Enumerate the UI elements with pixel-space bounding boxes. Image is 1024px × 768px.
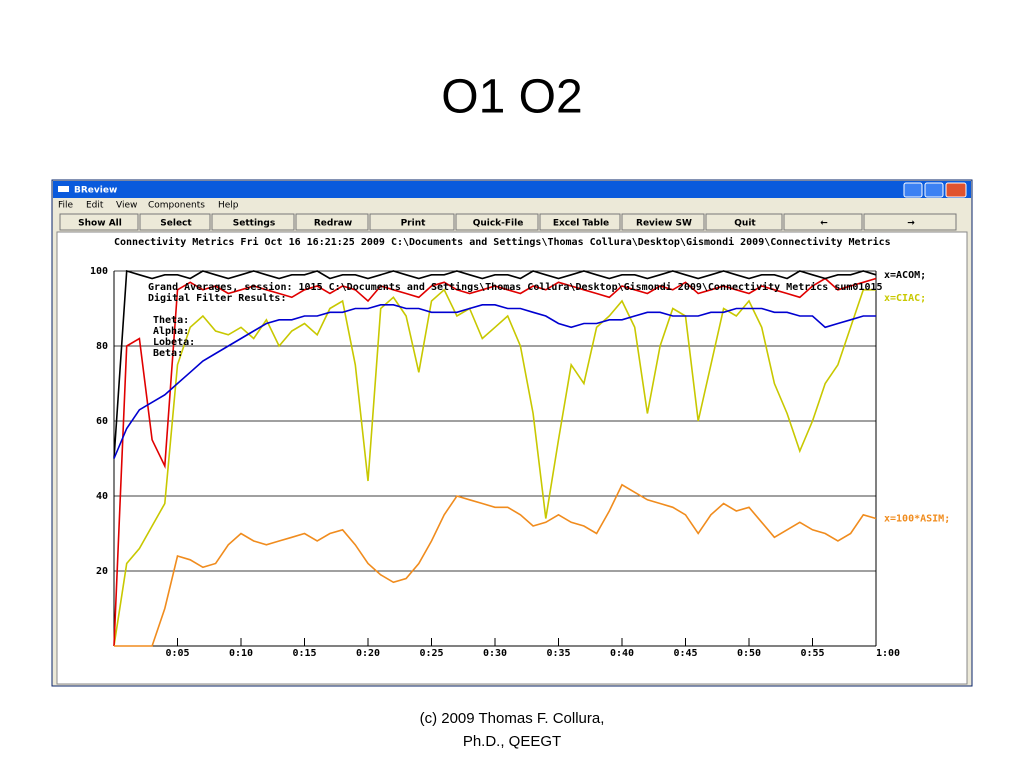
y-tick-label: 100 (90, 266, 108, 277)
x-tick-label: 0:55 (800, 648, 824, 659)
toolbar-button[interactable] (783, 213, 863, 231)
x-tick-label: 0:40 (610, 648, 634, 659)
footer: Ph.D., QEEGT (463, 733, 561, 750)
x-tick-label: 0:15 (292, 648, 316, 659)
series-line (114, 483, 877, 647)
button-label[interactable]: Excel Table (553, 219, 609, 229)
series-line (113, 277, 877, 647)
window-title: BReview (74, 186, 117, 196)
toolbar-button[interactable] (295, 213, 369, 231)
maximize-button[interactable] (924, 182, 944, 198)
y-tick-label: 60 (96, 416, 108, 427)
toolbar-button[interactable] (863, 213, 957, 231)
toolbar-button[interactable] (621, 213, 705, 231)
close-button[interactable] (945, 182, 967, 198)
x-tick-label: 0:50 (737, 648, 761, 659)
band-label: Lobeta: (153, 337, 195, 348)
x-tick-label: 1:00 (876, 648, 900, 659)
series-line (113, 288, 876, 647)
toolbar-button[interactable] (211, 213, 295, 231)
band-label: Alpha: (153, 326, 189, 337)
button-label[interactable]: Review SW (636, 219, 692, 229)
overlay: Grand Averages, session: 1015 C:\Documen… (148, 281, 883, 293)
menu-item[interactable]: Help (218, 201, 239, 211)
button-label[interactable]: Select (160, 219, 192, 229)
footer: (c) 2009 Thomas F. Collura, (420, 710, 605, 727)
y-tick-label: 20 (96, 566, 108, 577)
series-line (113, 304, 876, 459)
y-tick-label: 80 (96, 341, 108, 352)
x-tick-label: 0:30 (483, 648, 507, 659)
button-label[interactable]: Quit (734, 219, 756, 229)
chart: Connectivity Metrics Fri Oct 16 16:21:25… (90, 236, 950, 659)
menu-item[interactable]: Components (148, 201, 205, 211)
toolbar-button[interactable] (369, 213, 455, 231)
legend-label: x=CIAC; (884, 293, 926, 304)
button-label[interactable]: → (907, 219, 915, 229)
series-line (113, 269, 877, 459)
button-label[interactable]: Settings (233, 219, 275, 229)
menu-item[interactable]: Edit (86, 201, 104, 211)
button-label[interactable]: Show All (78, 219, 122, 229)
toolbar-button[interactable] (59, 213, 139, 231)
menu-item[interactable]: View (116, 201, 137, 211)
menu-item[interactable]: File (58, 201, 74, 211)
band-label: Theta: (153, 315, 189, 326)
minimize-button[interactable] (903, 182, 923, 198)
toolbar-button[interactable] (455, 213, 539, 231)
button-label[interactable]: Print (401, 219, 427, 229)
slide-title: O1 O2 (441, 71, 582, 124)
button-label[interactable]: Quick-File (473, 219, 524, 229)
header: Connectivity Metrics Fri Oct 16 16:21:25… (114, 236, 891, 248)
x-tick-label: 0:10 (229, 648, 253, 659)
button-label[interactable]: Redraw (314, 219, 352, 229)
legend-label: x=ACOM; (884, 270, 926, 281)
band-label: Beta: (153, 348, 183, 359)
toolbar-button[interactable] (539, 213, 621, 231)
x-tick-label: 0:45 (673, 648, 697, 659)
legend-label: x=100*ASIM; (884, 514, 950, 525)
toolbar-button[interactable] (705, 213, 783, 231)
x-tick-label: 0:25 (419, 648, 443, 659)
title-bar (53, 181, 971, 198)
x-tick-label: 0:05 (165, 648, 189, 659)
chart-area (56, 231, 968, 685)
app-icon (58, 186, 69, 192)
x-tick-label: 0:35 (546, 648, 570, 659)
overlay: Digital Filter Results: (148, 292, 286, 304)
y-tick-label: 40 (96, 491, 108, 502)
toolbar-button[interactable] (139, 213, 211, 231)
x-tick-label: 0:20 (356, 648, 380, 659)
button-label[interactable]: ← (820, 219, 828, 229)
